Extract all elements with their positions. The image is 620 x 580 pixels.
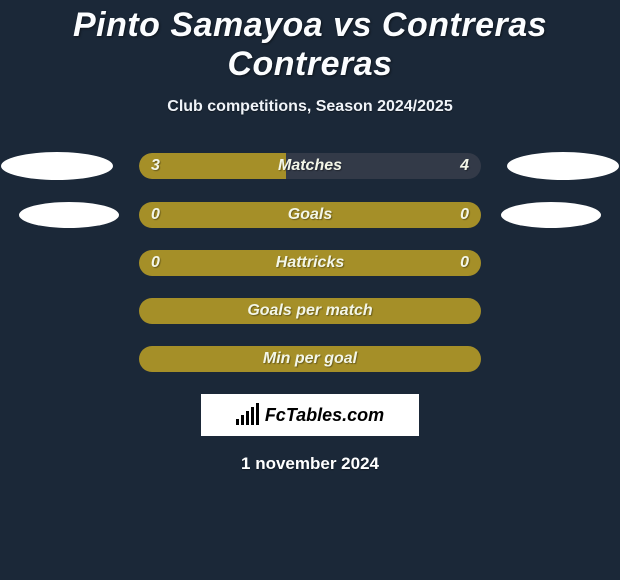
stat-label: Goals per match <box>247 302 372 320</box>
stat-label: Matches <box>278 157 342 175</box>
stat-bar: Min per goal <box>139 346 481 372</box>
stat-row: 0 Hattricks 0 <box>0 250 620 276</box>
bars-icon <box>236 405 259 425</box>
subtitle: Club competitions, Season 2024/2025 <box>0 98 620 116</box>
stat-label: Goals <box>288 206 332 224</box>
stat-label: Min per goal <box>263 350 357 368</box>
stat-label: Hattricks <box>276 254 344 272</box>
page-title: Pinto Samayoa vs Contreras Contreras <box>0 6 620 84</box>
stat-bar: 3 Matches 4 <box>139 153 481 179</box>
player-right-avatar <box>507 152 619 180</box>
stat-row: Min per goal <box>0 346 620 372</box>
stat-bar: Goals per match <box>139 298 481 324</box>
stat-right-value: 0 <box>460 206 469 224</box>
stat-left-value: 0 <box>151 254 160 272</box>
player-left-avatar <box>1 152 113 180</box>
footer-date: 1 november 2024 <box>0 454 620 474</box>
stat-bar: 0 Hattricks 0 <box>139 250 481 276</box>
stat-row: 0 Goals 0 <box>0 202 620 228</box>
footer-logo: FcTables.com <box>201 394 419 436</box>
logo-text: FcTables.com <box>265 405 384 426</box>
stat-bar: 0 Goals 0 <box>139 202 481 228</box>
player-right-avatar <box>501 202 601 228</box>
stat-right-value: 0 <box>460 254 469 272</box>
stat-left-value: 3 <box>151 157 160 175</box>
stat-right-value: 4 <box>460 157 469 175</box>
stat-rows: 3 Matches 4 0 Goals 0 0 Hattricks 0 Goals per mat… <box>0 152 620 372</box>
player-left-avatar <box>19 202 119 228</box>
stat-row: 3 Matches 4 <box>0 152 620 180</box>
comparison-infographic: Pinto Samayoa vs Contreras Contreras Clu… <box>0 0 620 474</box>
stat-left-value: 0 <box>151 206 160 224</box>
stat-row: Goals per match <box>0 298 620 324</box>
